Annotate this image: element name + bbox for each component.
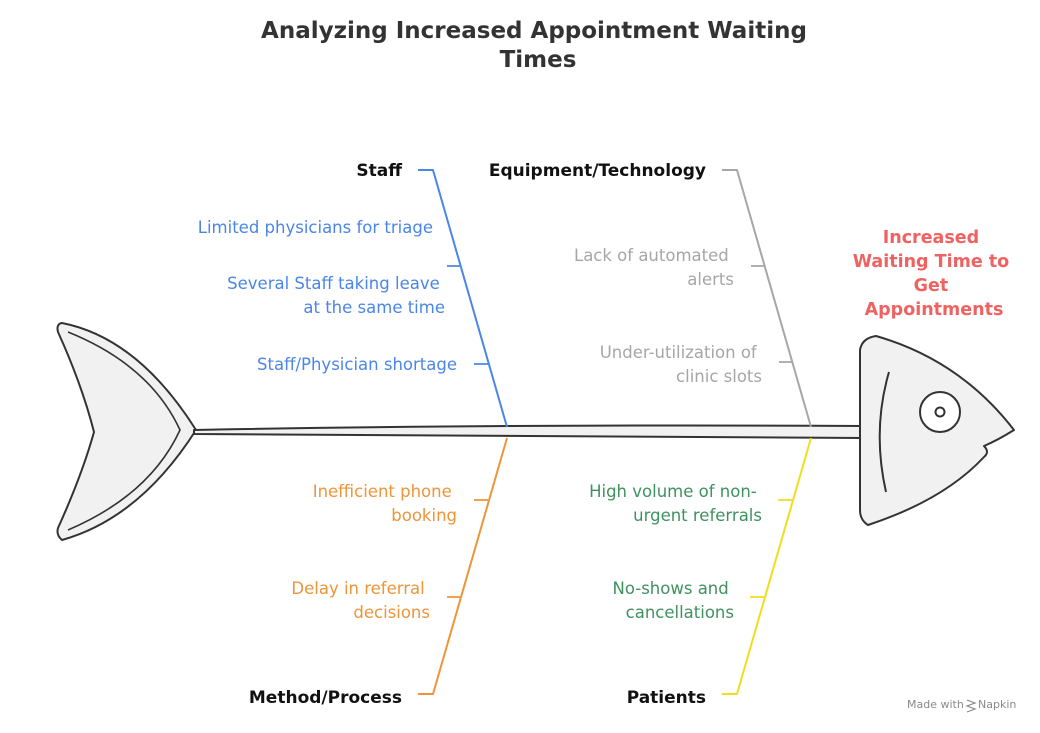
- cause-staff: Limited physicians for triage: [198, 218, 433, 237]
- cause-line: High volume of non-: [589, 482, 757, 501]
- credit-text: Made with: [907, 698, 964, 711]
- cause-staff: Several Staff taking leave at the same t…: [227, 274, 445, 317]
- effect-label: Increased Waiting Time to Get Appointmen…: [853, 228, 1016, 320]
- title-line: Times: [500, 47, 577, 73]
- cause-patients: High volume of non- urgent referrals: [589, 482, 762, 525]
- napkin-logo-icon: [965, 699, 977, 713]
- cause-line: Lack of automated: [574, 246, 729, 265]
- effect-line: Appointments: [865, 300, 1004, 320]
- cause-line: at the same time: [303, 298, 445, 317]
- bone-staff: [418, 169, 508, 428]
- cause-line: Several Staff taking leave: [227, 274, 440, 293]
- cause-line: clinic slots: [676, 367, 762, 386]
- cause-line: No-shows and: [613, 579, 729, 598]
- category-label-equipment: Equipment/Technology: [489, 161, 706, 181]
- cause-line: Delay in referral: [291, 579, 424, 598]
- category-label-patients: Patients: [627, 688, 706, 708]
- cause-method: Delay in referral decisions: [291, 579, 430, 622]
- category-label-method: Method/Process: [249, 688, 402, 708]
- cause-patients: No-shows and cancellations: [613, 579, 734, 622]
- fish-pupil: [934, 406, 946, 418]
- fish-gill-line: [878, 371, 890, 493]
- tick-method: [447, 499, 488, 598]
- bone-patients: [722, 437, 812, 695]
- cause-equipment: Lack of automated alerts: [574, 246, 734, 289]
- cause-line: decisions: [353, 603, 430, 622]
- credit-brand: Napkin: [978, 698, 1016, 711]
- bone-method: [418, 437, 508, 695]
- cause-line: Limited physicians for triage: [198, 218, 433, 237]
- bone-equipment: [722, 169, 812, 428]
- cause-line: Inefficient phone: [313, 482, 452, 501]
- tick-staff: [447, 265, 488, 365]
- diagram-title: Analyzing Increased Appointment Waiting …: [261, 18, 815, 73]
- cause-line: booking: [391, 506, 457, 525]
- cause-staff: Staff/Physician shortage: [257, 355, 457, 374]
- fish-tail-inner-line: [67, 331, 181, 531]
- cause-equipment: Under-utilization of clinic slots: [600, 343, 762, 386]
- cause-line: cancellations: [626, 603, 734, 622]
- effect-line: Get: [914, 276, 949, 296]
- made-with-napkin-credit: Made with Napkin: [907, 698, 1016, 713]
- fish-tail: [56, 322, 197, 541]
- cause-line: Staff/Physician shortage: [257, 355, 457, 374]
- category-label-staff: Staff: [356, 161, 402, 181]
- cause-line: Under-utilization of: [600, 343, 758, 362]
- effect-line: Waiting Time to: [853, 252, 1009, 272]
- cause-method: Inefficient phone booking: [313, 482, 457, 525]
- cause-line: urgent referrals: [633, 506, 762, 525]
- tick-equipment: [751, 265, 792, 363]
- fish-spine: [193, 424, 865, 439]
- effect-line: Increased: [883, 228, 979, 248]
- cause-line: alerts: [687, 270, 734, 289]
- title-line: Analyzing Increased Appointment Waiting: [261, 18, 807, 44]
- tick-patients: [750, 499, 792, 598]
